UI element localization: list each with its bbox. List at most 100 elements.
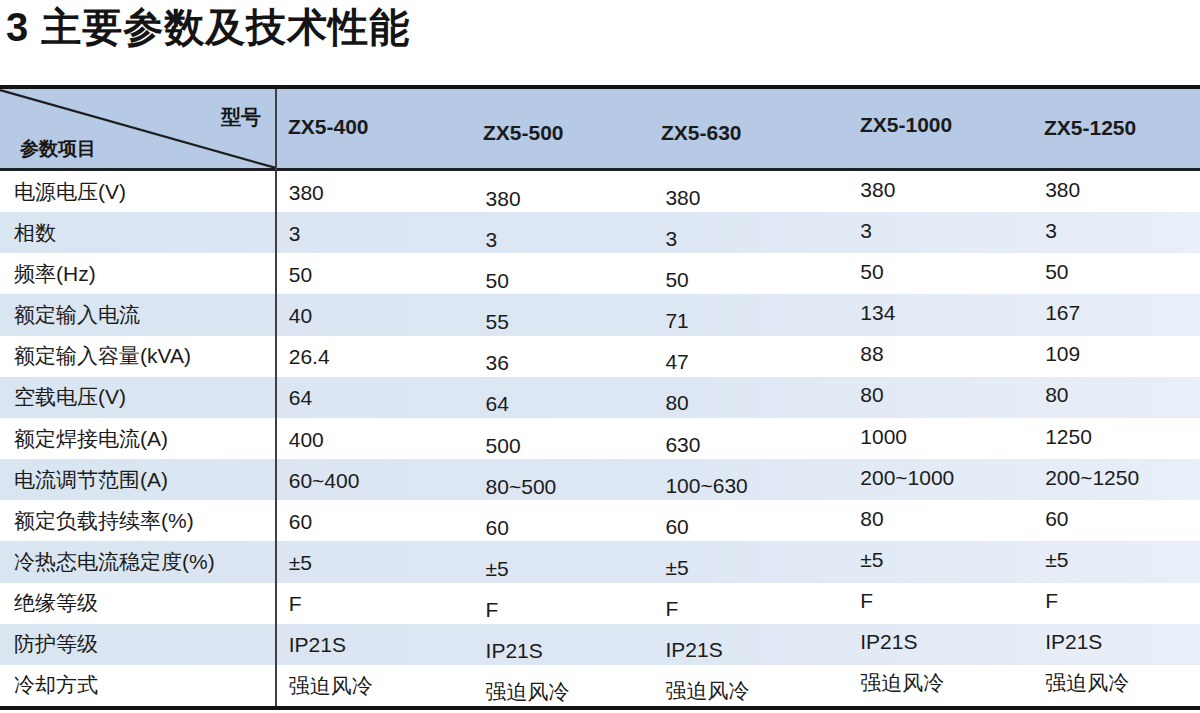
cell-value-text: 36 <box>486 351 509 375</box>
cell-value: 50 <box>1015 262 1200 286</box>
cell-value: 167 <box>1015 303 1200 327</box>
cell-value: 71 <box>645 303 830 327</box>
cell-value-text: 200~1250 <box>1045 466 1139 490</box>
cell-value-text: F <box>665 597 678 621</box>
cell-value-text: 380 <box>665 186 700 210</box>
cell-value-text: 强迫风冷 <box>486 678 570 706</box>
table-row: 电流调节范围(A)60~40080~500100~630200~1000200~… <box>0 459 1200 500</box>
cell-value: 50 <box>276 262 461 286</box>
cell-value-text: 60 <box>486 516 509 540</box>
cell-value-text: 47 <box>665 350 688 374</box>
table-body: 电源电压(V)380380380380380相数33333频率(Hz)50505… <box>0 171 1200 706</box>
row-label: 冷却方式 <box>0 671 276 699</box>
cell-value-text: 50 <box>665 268 688 292</box>
cell-value: IP21S <box>645 632 830 656</box>
cell-value: 64 <box>461 385 646 409</box>
cell-value-text: IP21S <box>289 633 346 657</box>
table-row: 额定焊接电流(A)40050063010001250 <box>0 418 1200 459</box>
table-row: 额定输入电流405571134167 <box>0 294 1200 335</box>
table-row: 空载电压(V)6464808080 <box>0 377 1200 418</box>
cell-value: 36 <box>461 344 646 368</box>
cell-value-text: ±5 <box>289 551 312 575</box>
table-row: 额定负载持续率(%)6060608060 <box>0 500 1200 541</box>
cell-value: 55 <box>461 303 646 327</box>
cell-value-text: 109 <box>1045 342 1080 366</box>
cell-value-text: 500 <box>486 434 521 458</box>
cell-value: 400 <box>276 427 461 451</box>
cell-value-text: 26.4 <box>289 345 330 369</box>
model-column-header: ZX5-1000 <box>860 113 952 137</box>
cell-value: ±5 <box>461 550 646 574</box>
cell-value-text: ±5 <box>665 556 688 580</box>
corner-cell: 型号 参数项目 <box>0 89 275 168</box>
cell-value: ±5 <box>830 550 1015 574</box>
cell-value: 60~400 <box>276 468 461 492</box>
cell-value: 100~630 <box>645 468 830 492</box>
cell-value-text: 380 <box>860 178 895 202</box>
table-row: 频率(Hz)5050505050 <box>0 253 1200 294</box>
cell-value: 强迫风冷 <box>830 671 1015 699</box>
cell-value: 47 <box>645 344 830 368</box>
cell-value-text: IP21S <box>1045 630 1102 654</box>
cell-value: ±5 <box>276 550 461 574</box>
cell-value: 50 <box>830 262 1015 286</box>
model-column-header: ZX5-630 <box>661 121 742 145</box>
cell-value: 134 <box>830 303 1015 327</box>
row-label: 电流调节范围(A) <box>0 466 276 494</box>
cell-value-text: 80 <box>665 391 688 415</box>
cell-value: F <box>461 591 646 615</box>
cell-value-text: 380 <box>1045 178 1080 202</box>
cell-value: 380 <box>645 180 830 204</box>
cell-value-text: 80~500 <box>486 475 557 499</box>
cell-value-text: 630 <box>665 433 700 457</box>
cell-value-text: 强迫风冷 <box>665 677 749 705</box>
cell-value: 80 <box>830 385 1015 409</box>
cell-value: 500 <box>461 427 646 451</box>
cell-value-text: 60 <box>289 510 312 534</box>
cell-value: F <box>830 591 1015 615</box>
cell-value: 80 <box>645 385 830 409</box>
cell-value: 64 <box>276 385 461 409</box>
cell-value-text: 134 <box>860 301 895 325</box>
cell-value-text: 400 <box>289 428 324 452</box>
cell-value-text: 1250 <box>1045 425 1092 449</box>
row-label: 相数 <box>0 219 276 247</box>
model-column-header: ZX5-1250 <box>1044 116 1136 140</box>
cell-value-text: F <box>1045 589 1058 613</box>
cell-value-text: 40 <box>289 304 312 328</box>
cell-value-text: 64 <box>289 386 312 410</box>
cell-value-text: 167 <box>1045 301 1080 325</box>
cell-value: 3 <box>830 221 1015 245</box>
cell-value: 109 <box>1015 344 1200 368</box>
cell-value: IP21S <box>461 632 646 656</box>
cell-value: F <box>1015 591 1200 615</box>
cell-value: F <box>645 591 830 615</box>
cell-value: 60 <box>1015 509 1200 533</box>
cell-value: 强迫风冷 <box>461 671 646 699</box>
cell-value: 80 <box>1015 385 1200 409</box>
cell-value: 380 <box>276 180 461 204</box>
cell-value: 80~500 <box>461 468 646 492</box>
cell-value-text: IP21S <box>486 639 543 663</box>
cell-value: 60 <box>276 509 461 533</box>
table-row: 电源电压(V)380380380380380 <box>0 171 1200 212</box>
cell-value: 40 <box>276 303 461 327</box>
cell-value-text: 380 <box>289 181 324 205</box>
cell-value-text: 50 <box>860 260 883 284</box>
cell-value-text: 64 <box>486 392 509 416</box>
row-label: 防护等级 <box>0 630 276 658</box>
cell-value: 380 <box>1015 180 1200 204</box>
table-row: 额定输入容量(kVA)26.4364788109 <box>0 336 1200 377</box>
cell-value: 200~1250 <box>1015 468 1200 492</box>
cell-value-text: F <box>486 598 499 622</box>
cell-value: 60 <box>461 509 646 533</box>
cell-value: 630 <box>645 427 830 451</box>
cell-value-text: 50 <box>289 263 312 287</box>
cell-value-text: 80 <box>860 383 883 407</box>
cell-value-text: 3 <box>1045 219 1057 243</box>
cell-value-text: 3 <box>665 227 677 251</box>
cell-value-text: F <box>289 592 302 616</box>
cell-value: 强迫风冷 <box>1015 671 1200 699</box>
cell-value-text: 80 <box>1045 383 1068 407</box>
cell-value-text: 50 <box>1045 260 1068 284</box>
